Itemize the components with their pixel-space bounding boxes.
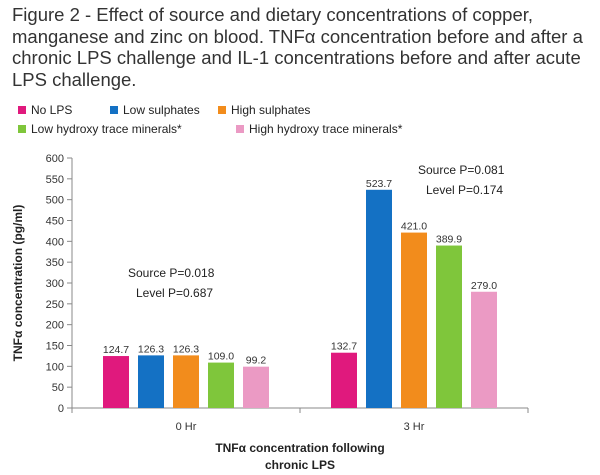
data-label: 126.3 [173, 343, 199, 355]
y-tick-label: 50 [52, 382, 64, 394]
x-axis-title: TNFα concentration following [215, 441, 384, 455]
data-label: 421.0 [401, 221, 427, 233]
y-tick-label: 200 [46, 320, 64, 332]
data-label: 99.2 [246, 355, 267, 367]
bar [401, 232, 427, 408]
y-tick-label: 450 [46, 216, 64, 228]
legend-label: No LPS [31, 103, 72, 117]
p-value-annotation: Level P=0.687 [136, 286, 213, 300]
data-label: 126.3 [138, 343, 164, 355]
bar [471, 291, 497, 408]
bar [173, 355, 199, 408]
y-axis-title: TNFα concentration (pg/ml) [11, 205, 25, 362]
plot-area: 0 50 100 150 200 250 300 350 400 450 500 550 600 0 Hr… [11, 153, 529, 472]
data-label: 389.9 [436, 234, 462, 246]
data-label: 279.0 [471, 280, 497, 292]
y-tick-label: 250 [46, 299, 64, 311]
data-label: 109.0 [208, 351, 234, 363]
y-tick-label: 400 [46, 236, 64, 248]
bar [436, 245, 462, 408]
x-axis-title: chronic LPS [265, 458, 335, 472]
x-tick-label: 0 Hr [176, 421, 197, 433]
data-label: 523.7 [366, 178, 392, 190]
y-tick-label: 300 [46, 278, 64, 290]
bar [208, 362, 234, 408]
y-tick-label: 550 [46, 174, 64, 186]
legend-swatch [218, 106, 226, 114]
p-value-annotation: Source P=0.081 [418, 163, 505, 177]
p-value-annotation: Level P=0.174 [426, 183, 503, 197]
legend-swatch [18, 125, 26, 133]
y-tick-label: 100 [46, 361, 64, 373]
y-tick-label: 150 [46, 341, 64, 353]
legend: No LPS Low sulphates High sulphates Low hyd… [18, 103, 403, 136]
legend-label: High sulphates [231, 103, 310, 117]
bar [103, 356, 129, 408]
legend-label: High hydroxy trace minerals* [249, 122, 403, 136]
bar [331, 352, 357, 408]
data-label: 132.7 [331, 341, 357, 353]
legend-swatch [236, 125, 244, 133]
data-label: 124.7 [103, 344, 129, 356]
legend-swatch [18, 106, 26, 114]
legend-label: Low sulphates [123, 103, 200, 117]
y-tick-label: 600 [46, 153, 64, 165]
legend-label: Low hydroxy trace minerals* [31, 122, 182, 136]
p-value-annotation: Source P=0.018 [128, 266, 215, 280]
y-tick-label: 350 [46, 257, 64, 269]
y-tick-label: 0 [58, 403, 64, 415]
legend-swatch [110, 106, 118, 114]
x-tick-label: 3 Hr [404, 421, 425, 433]
bar [366, 189, 392, 408]
bar [243, 366, 269, 408]
bar [138, 355, 164, 408]
figure-title: Figure 2 - Effect of source and dietary … [12, 4, 583, 90]
y-tick-label: 500 [46, 195, 64, 207]
